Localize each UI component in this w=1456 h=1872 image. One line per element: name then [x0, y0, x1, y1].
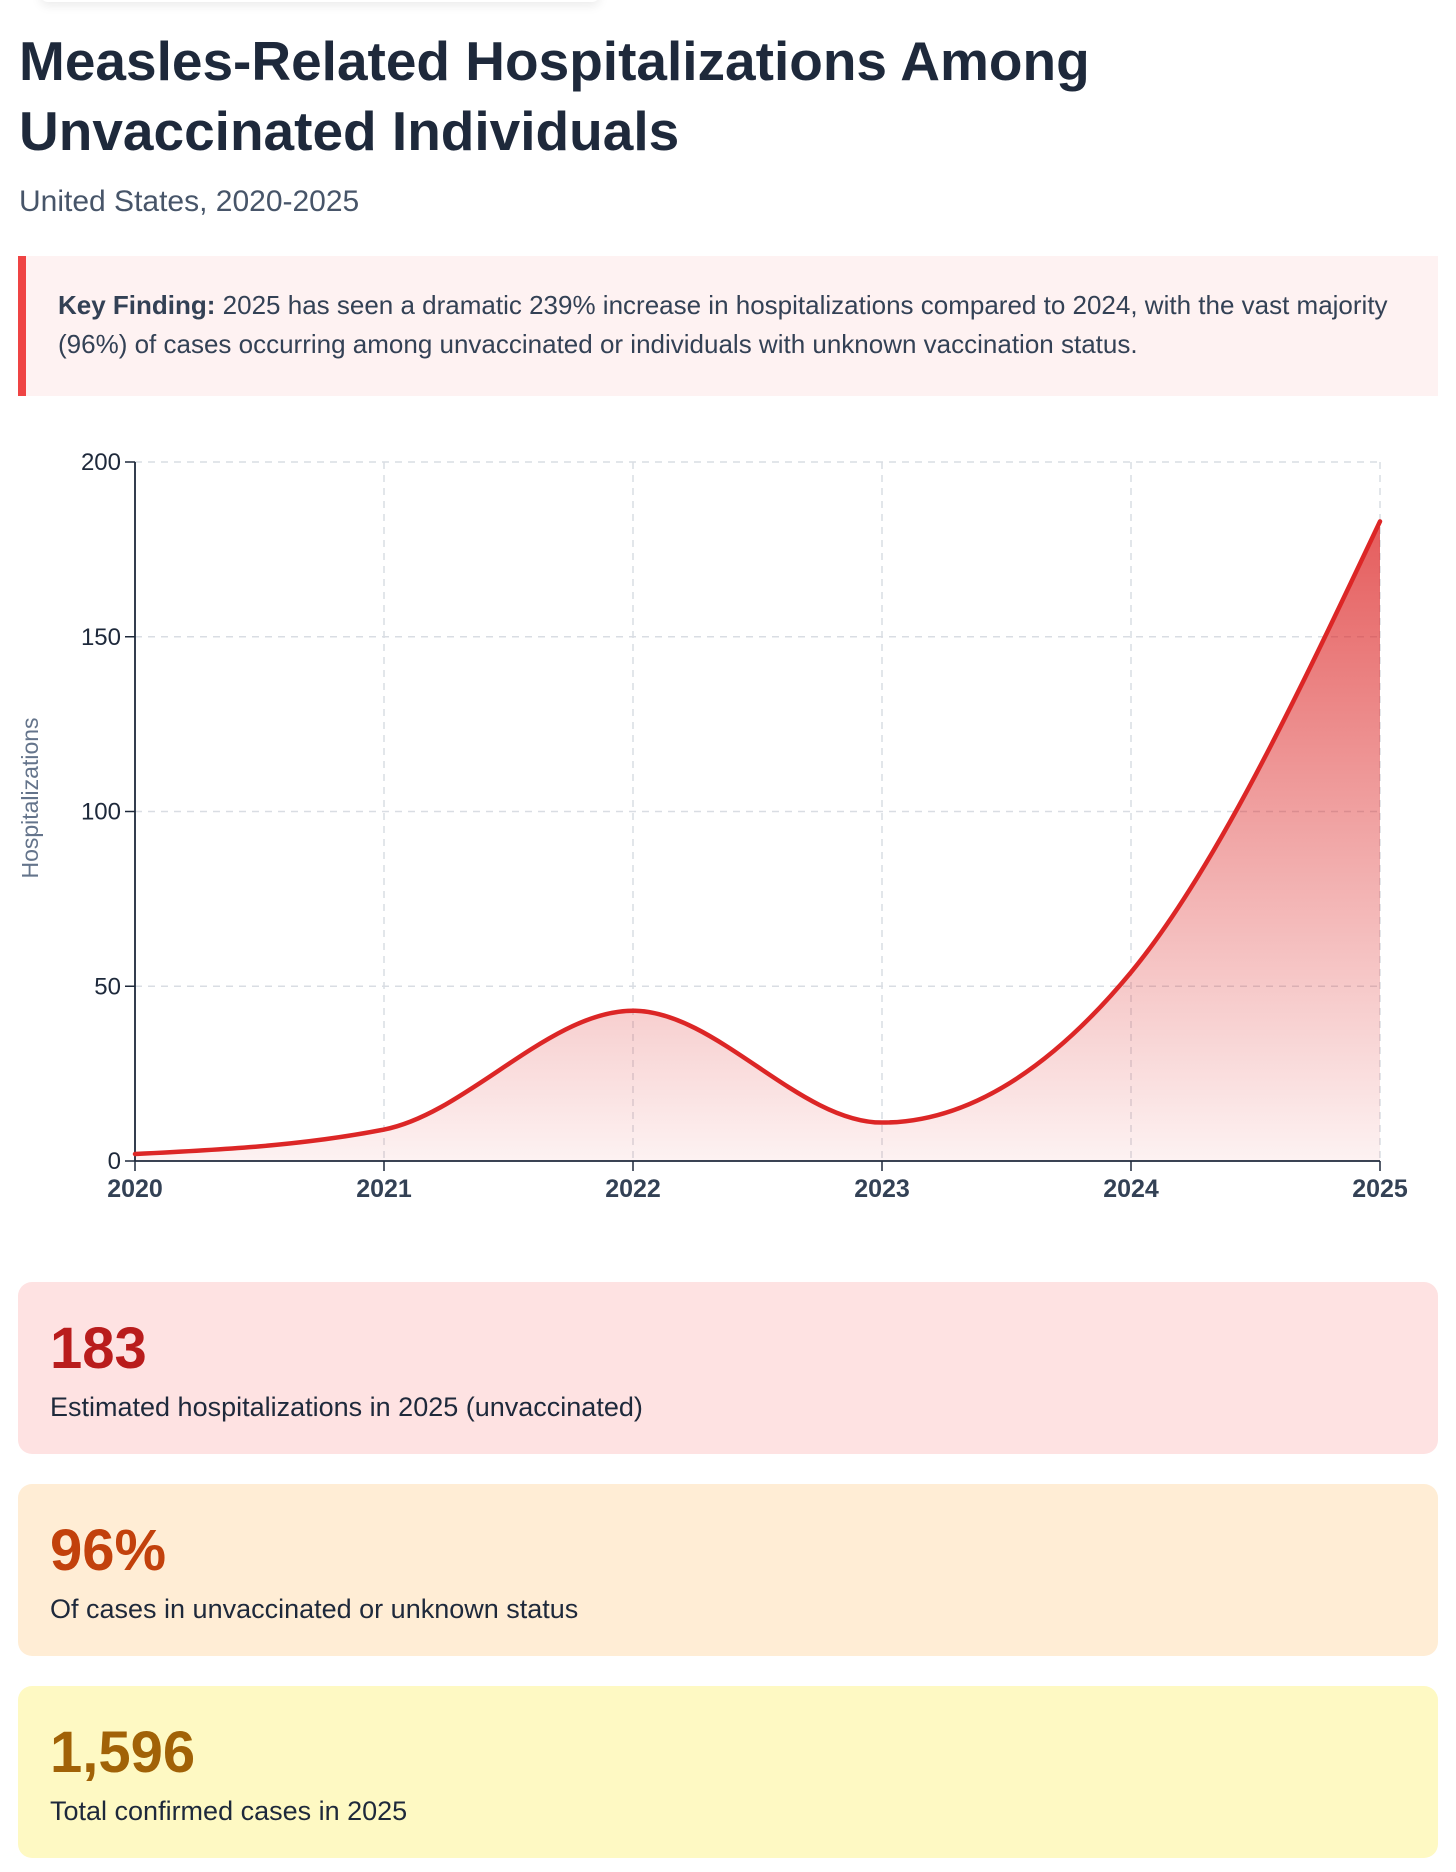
key-finding-text: 2025 has seen a dramatic 239% increase i…	[58, 290, 1388, 359]
stat-label-unvaccinated-share: Of cases in unvaccinated or unknown stat…	[50, 1594, 579, 1624]
data-point-2023	[879, 1120, 885, 1126]
y-tick-label-150: 150	[81, 624, 121, 651]
data-point-2021	[381, 1127, 387, 1133]
x-tick-label-2020: 2020	[107, 1175, 163, 1203]
page-subtitle: United States, 2020-2025	[19, 185, 360, 218]
stat-label-total-cases: Total confirmed cases in 2025	[50, 1796, 408, 1826]
x-tick-label-2022: 2022	[605, 1175, 661, 1203]
stat-card-unvaccinated-share: 96% Of cases in unvaccinated or unknown …	[18, 1484, 1438, 1656]
chart-axes	[125, 461, 1381, 1171]
x-tick-label-2024: 2024	[1103, 1175, 1159, 1203]
series-line	[132, 519, 1383, 1157]
stat-value-unvaccinated-share: 96%	[50, 1518, 167, 1583]
y-tick-label-0: 0	[108, 1148, 121, 1175]
stat-value-total-cases: 1,596	[50, 1720, 196, 1785]
key-finding-callout: Key Finding: 2025 has seen a dramatic 23…	[18, 256, 1438, 396]
stat-card-hospitalizations: 183 Estimated hospitalizations in 2025 (…	[18, 1282, 1438, 1454]
data-point-2020	[132, 1151, 138, 1157]
data-point-2024	[1128, 969, 1134, 975]
y-axis-label: Hospitalizations	[17, 717, 43, 878]
stat-card-total-cases: 1,596 Total confirmed cases in 2025	[18, 1686, 1438, 1858]
x-tick-label-2021: 2021	[356, 1175, 412, 1203]
hospitalizations-chart: 0 50 100 150 200 2020 2021 2022 2023 2024 2025 Hos…	[17, 449, 1408, 1203]
key-finding-label: Key Finding:	[58, 290, 216, 320]
y-tick-label-100: 100	[81, 799, 121, 826]
stat-value-hospitalizations: 183	[50, 1316, 147, 1381]
top-card-shadow	[40, 0, 600, 2]
series-area-fill	[135, 521, 1380, 1161]
data-point-2022	[630, 1008, 636, 1014]
chart-tick-labels: 0 50 100 150 200 2020 2021 2022 2023 2024 2025	[81, 449, 1408, 1203]
y-tick-label-200: 200	[81, 449, 121, 476]
y-tick-label-50: 50	[94, 973, 121, 1000]
stat-label-hospitalizations: Estimated hospitalizations in 2025 (unva…	[50, 1392, 643, 1422]
data-point-2025	[1377, 518, 1383, 524]
x-tick-label-2023: 2023	[854, 1175, 910, 1203]
x-tick-label-2025: 2025	[1352, 1175, 1408, 1203]
page-title: Measles-Related Hospitalizations Among U…	[19, 30, 1090, 162]
